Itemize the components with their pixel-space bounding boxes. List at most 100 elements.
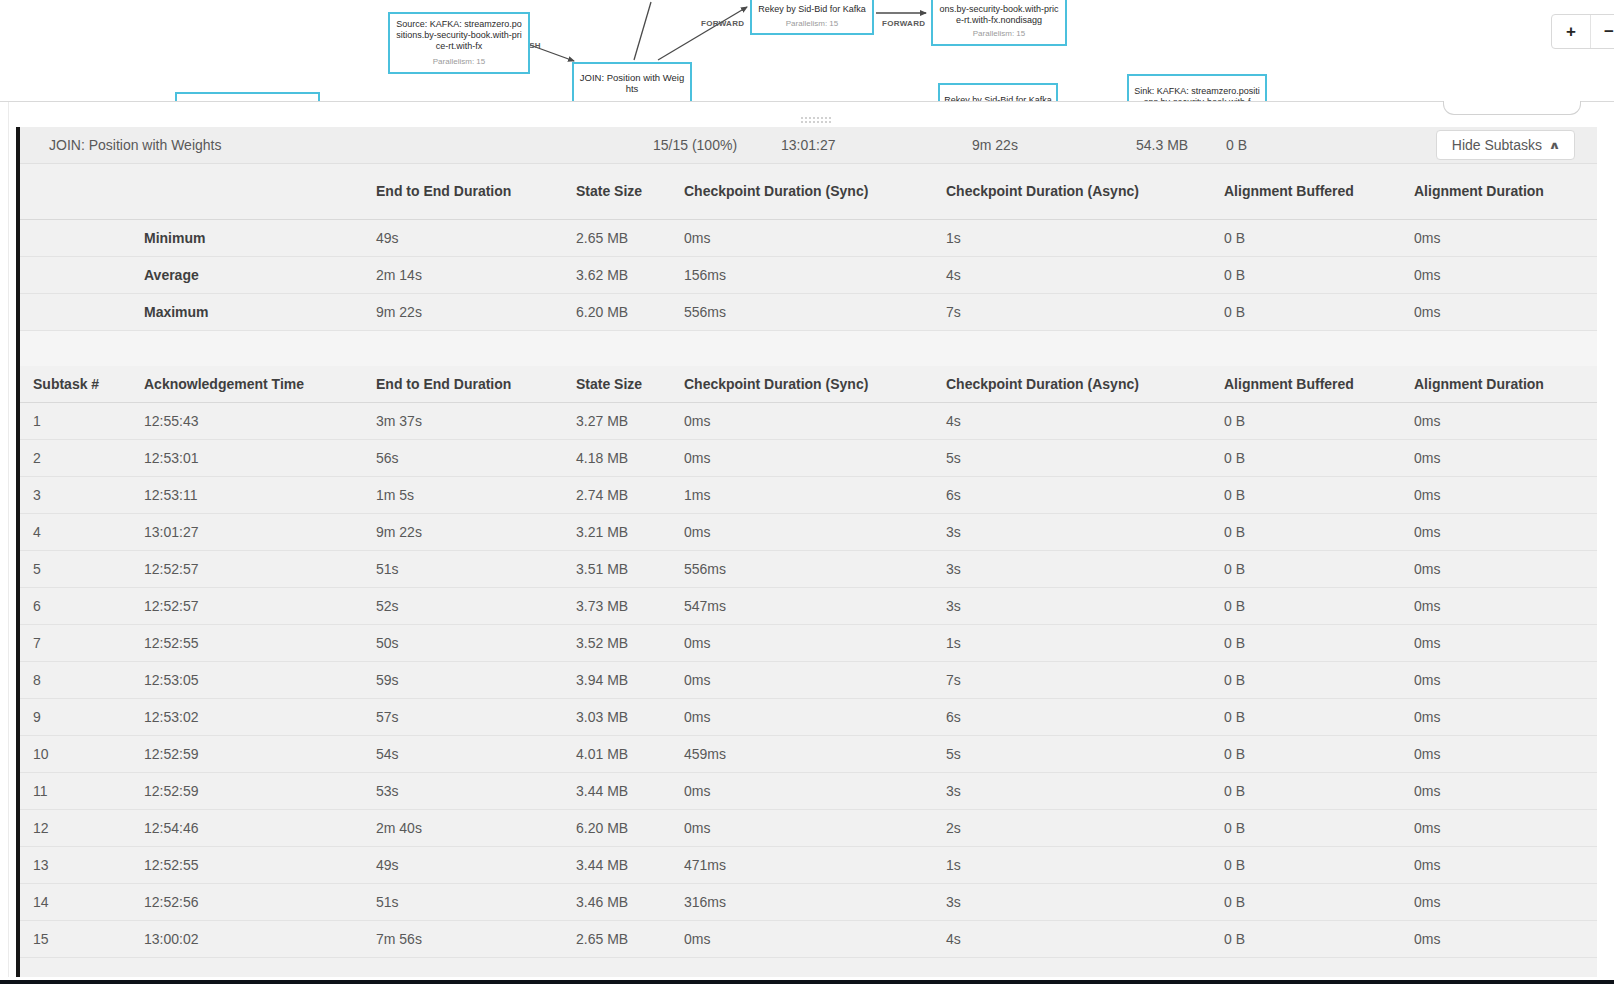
- cell: 3s: [930, 588, 1208, 624]
- cell: [20, 220, 128, 256]
- cell: 12:55:43: [128, 403, 360, 439]
- cell: 0 B: [1208, 810, 1398, 846]
- cell: 6s: [930, 699, 1208, 735]
- cell: [20, 257, 128, 293]
- cell: 12:52:59: [128, 736, 360, 772]
- cell: 0 B: [1208, 662, 1398, 698]
- cell: 0ms: [1398, 257, 1593, 293]
- column-header: End to End Duration: [360, 366, 560, 402]
- cell: [20, 294, 128, 330]
- graph-node-source-kafka[interactable]: Source: KAFKA: streamzero.positions.by-s…: [388, 12, 530, 74]
- graph-node-join[interactable]: JOIN: Position with Weights Parallelism:…: [572, 62, 692, 101]
- cell: 0ms: [668, 625, 930, 661]
- cell: 56s: [360, 440, 560, 476]
- partial-button[interactable]: [1443, 101, 1581, 115]
- cell: 3s: [930, 551, 1208, 587]
- cell: 471ms: [668, 847, 930, 883]
- cell: 0ms: [1398, 847, 1593, 883]
- cell: 4: [20, 514, 128, 550]
- cell: 0ms: [1398, 736, 1593, 772]
- cell: 12:52:59: [128, 773, 360, 809]
- cell: 12:52:57: [128, 551, 360, 587]
- cell: 6.20 MB: [560, 810, 668, 846]
- graph-node-rekey-2[interactable]: Rekey by Sid-Bid for Kafka: [938, 83, 1058, 101]
- job-graph-pane: HASH FORWARD FORWARD Source: KAFKA: stre…: [0, 0, 1614, 101]
- cell: 0 B: [1208, 294, 1398, 330]
- cell: 51s: [360, 884, 560, 920]
- cell: 547ms: [668, 588, 930, 624]
- cell: 12:52:55: [128, 847, 360, 883]
- cell: 0ms: [1398, 220, 1593, 256]
- cell: 8: [20, 662, 128, 698]
- table-row: Minimum49s2.65 MB0ms1s0 B0ms: [20, 220, 1597, 257]
- column-header: Checkpoint Duration (Sync): [668, 366, 930, 402]
- cell: 4s: [930, 921, 1208, 957]
- cell: 0ms: [1398, 588, 1593, 624]
- graph-node-rekey[interactable]: Rekey by Sid-Bid for Kafka Parallelism: …: [750, 0, 874, 35]
- cell: 0ms: [1398, 514, 1593, 550]
- cell: 0ms: [1398, 403, 1593, 439]
- node-label: Sink: KAFKA: streamzero.positions.by-sec…: [1129, 86, 1265, 101]
- cell: 3.62 MB: [560, 257, 668, 293]
- cell: 0ms: [1398, 477, 1593, 513]
- operator-latest-ack-time: 13:01:27: [781, 127, 836, 163]
- cell: 0ms: [668, 662, 930, 698]
- cell: 15: [20, 921, 128, 957]
- cell: 2m 40s: [360, 810, 560, 846]
- cell: 0ms: [1398, 699, 1593, 735]
- column-header: Alignment Duration: [1398, 366, 1593, 402]
- table-row: 712:52:5550s3.52 MB0ms1s0 B0ms: [20, 625, 1597, 662]
- column-header: Checkpoint Duration (Sync): [668, 164, 930, 219]
- hide-subtasks-button[interactable]: Hide Subtasks ∧: [1436, 130, 1575, 160]
- cell: 6s: [930, 477, 1208, 513]
- flink-checkpoint-detail-page: HASH FORWARD FORWARD Source: KAFKA: stre…: [0, 0, 1614, 988]
- cell: 0ms: [1398, 662, 1593, 698]
- bottom-bar: [0, 980, 1614, 984]
- cell: 316ms: [668, 884, 930, 920]
- column-header: Alignment Duration: [1398, 164, 1593, 219]
- table-row: 512:52:5751s3.51 MB556ms3s0 B0ms: [20, 551, 1597, 588]
- graph-node-sink-kafka[interactable]: Sink: KAFKA: streamzero.positions.by-sec…: [1127, 74, 1267, 101]
- cell: 9: [20, 699, 128, 735]
- table-row: 1212:54:462m 40s6.20 MB0ms2s0 B0ms: [20, 810, 1597, 847]
- zoom-out-button[interactable]: −: [1590, 15, 1614, 48]
- operator-summary-row[interactable]: JOIN: Position with Weights 15/15 (100%)…: [20, 127, 1597, 164]
- cell: 14: [20, 884, 128, 920]
- cell: 7s: [930, 294, 1208, 330]
- cell: 12:53:02: [128, 699, 360, 735]
- cell: 0 B: [1208, 514, 1398, 550]
- table-row: 912:53:0257s3.03 MB0ms6s0 B0ms: [20, 699, 1597, 736]
- cell: 0ms: [668, 773, 930, 809]
- cell: 1s: [930, 847, 1208, 883]
- table-row: 1513:00:027m 56s2.65 MB0ms4s0 B0ms: [20, 921, 1597, 958]
- table-gap: [20, 331, 1597, 366]
- cell: 0 B: [1208, 588, 1398, 624]
- cell: 2m 14s: [360, 257, 560, 293]
- cell: 459ms: [668, 736, 930, 772]
- cell: 52s: [360, 588, 560, 624]
- cell: 12:53:05: [128, 662, 360, 698]
- column-header: Checkpoint Duration (Async): [930, 164, 1208, 219]
- cell: 4.18 MB: [560, 440, 668, 476]
- node-label: Source: KAFKA: streamzero.positions.by-s…: [390, 19, 528, 52]
- cell: 0ms: [668, 921, 930, 957]
- cell: 3m 37s: [360, 403, 560, 439]
- cell: 2.65 MB: [560, 220, 668, 256]
- summary-table: End to End DurationState SizeCheckpoint …: [20, 164, 1597, 331]
- zoom-in-button[interactable]: +: [1552, 15, 1590, 48]
- table-row: 413:01:279m 22s3.21 MB0ms3s0 B0ms: [20, 514, 1597, 551]
- column-header: State Size: [560, 164, 668, 219]
- cell: 57s: [360, 699, 560, 735]
- cell: 0ms: [668, 810, 930, 846]
- cell: 11: [20, 773, 128, 809]
- column-header: [128, 164, 360, 219]
- cell: 9m 22s: [360, 514, 560, 550]
- cell: 1: [20, 403, 128, 439]
- graph-node-partial[interactable]: [175, 92, 320, 101]
- cell: 12:53:11: [128, 477, 360, 513]
- cell: 12:53:01: [128, 440, 360, 476]
- table-row: 812:53:0559s3.94 MB0ms7s0 B0ms: [20, 662, 1597, 699]
- column-header: State Size: [560, 366, 668, 402]
- graph-node-nondisagg[interactable]: ons.by-security-book.with-price-rt.with-…: [931, 0, 1067, 46]
- pane-splitter-grip[interactable]: [801, 117, 833, 125]
